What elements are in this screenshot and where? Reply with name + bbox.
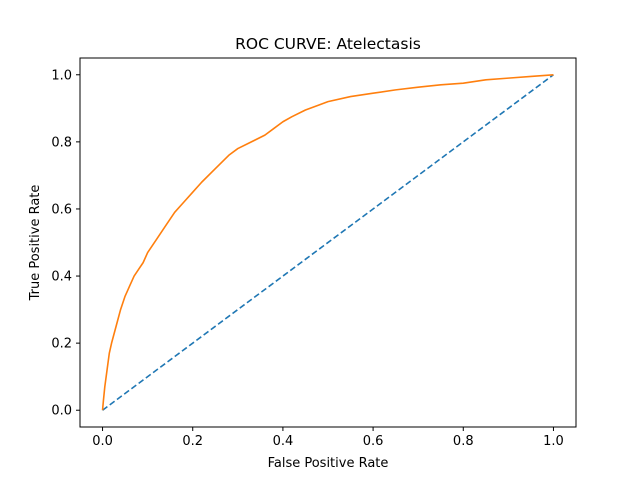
x-tick-label: 0.6	[363, 434, 384, 449]
x-axis: 0.0 0.2 0.4 0.6 0.8 1.0	[92, 427, 564, 449]
y-axis: 0.0 0.2 0.4 0.6 0.8 1.0	[51, 68, 80, 419]
y-axis-label: True Positive Rate	[28, 185, 43, 302]
x-tick-label: 0.0	[92, 434, 113, 449]
x-tick-label: 0.8	[453, 434, 474, 449]
y-tick-label: 0.0	[51, 404, 72, 419]
x-tick-label: 0.2	[182, 434, 203, 449]
y-tick-label: 0.4	[51, 270, 72, 285]
y-tick-label: 1.0	[51, 68, 72, 83]
chart-title: ROC CURVE: Atelectasis	[235, 35, 421, 53]
y-tick-label: 0.2	[51, 337, 72, 352]
x-tick-label: 1.0	[543, 434, 564, 449]
x-tick-label: 0.4	[273, 434, 294, 449]
series-line-diagonal	[102, 74, 554, 411]
x-axis-label: False Positive Rate	[268, 456, 389, 471]
y-tick-label: 0.8	[51, 135, 72, 150]
y-tick-label: 0.6	[51, 202, 72, 217]
plot-area	[101, 73, 554, 411]
series-line-roc	[101, 73, 554, 411]
plot-frame	[79, 57, 577, 428]
